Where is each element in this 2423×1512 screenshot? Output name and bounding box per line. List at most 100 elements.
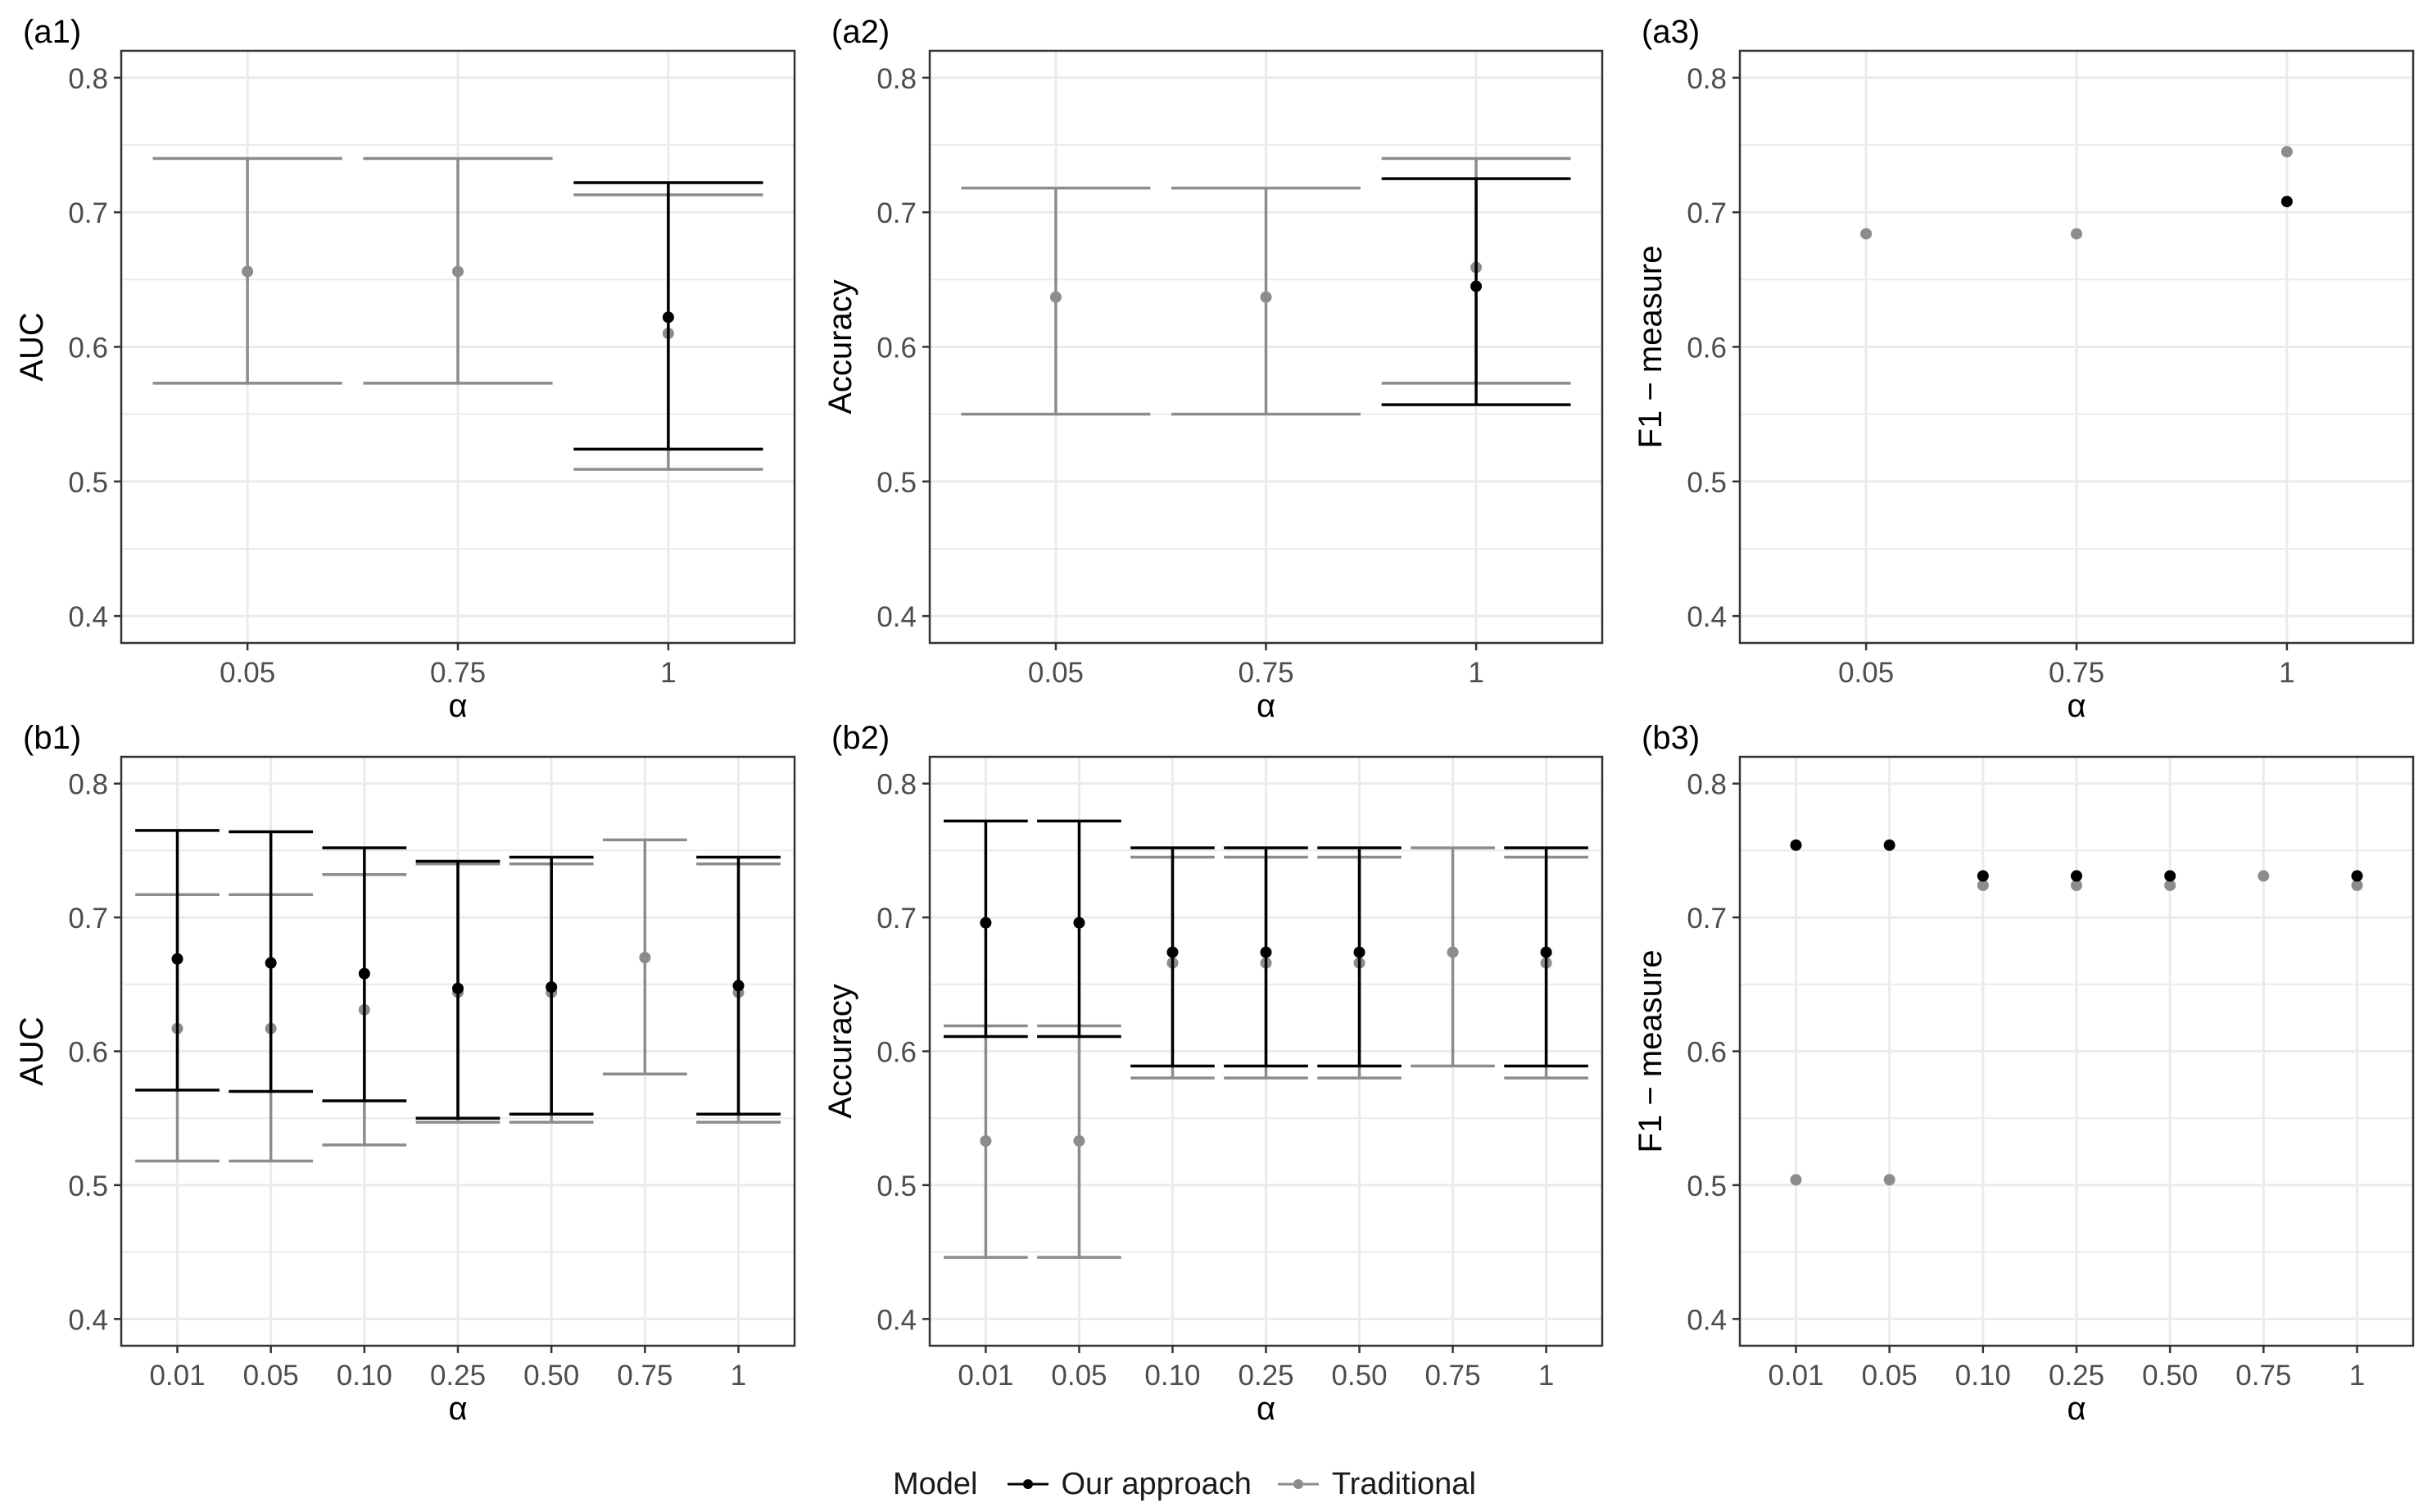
y-tick-label: 0.6 — [1687, 1037, 1727, 1069]
legend-label-traditional: Traditional — [1331, 1466, 1476, 1501]
x-tick-label: 0.01 — [958, 1360, 1013, 1392]
panel-a1: 0.4 0.5 0.6 0.7 0.8 0.05 0.75 1 α AUC (a1) — [14, 14, 796, 724]
x-tick-label: 0.05 — [1051, 1360, 1107, 1392]
y-tick-label: 0.8 — [1687, 769, 1727, 801]
x-tick-label: 0.50 — [523, 1360, 579, 1392]
y-axis-title: F1 − measure — [1633, 246, 1669, 449]
x-tick-label: 0.75 — [2235, 1360, 2291, 1392]
panel-a2: 0.4 0.5 0.6 0.7 0.8 0.05 0.75 1 α Accuracy (a2) — [822, 14, 1604, 724]
x-axis-title: α — [2067, 1391, 2086, 1427]
point-traditional — [242, 265, 254, 278]
x-axis-title: α — [2067, 688, 2086, 724]
point-our-approach — [452, 982, 464, 994]
x-tick-label: 0.25 — [2049, 1360, 2104, 1392]
y-tick-label: 0.5 — [68, 1170, 108, 1202]
legend-item-our-approach: Our approach — [1006, 1467, 1252, 1502]
point-traditional — [1260, 291, 1272, 303]
x-tick-label: 0.25 — [430, 1360, 486, 1392]
point-our-approach — [1470, 280, 1483, 292]
point-traditional — [1049, 291, 1062, 303]
y-axis-title: AUC — [14, 312, 50, 381]
x-tick-label: 0.05 — [220, 657, 275, 689]
x-tick-label: 0.25 — [1238, 1360, 1293, 1392]
x-tick-label: 1 — [1538, 1360, 1554, 1392]
point-traditional — [2071, 879, 2082, 891]
y-axis-title: AUC — [14, 1016, 50, 1085]
y-tick-label: 0.7 — [1687, 197, 1727, 229]
point-our-approach — [1790, 839, 1802, 851]
y-tick-label: 0.4 — [876, 601, 917, 633]
panel-a3: 0.4 0.5 0.6 0.7 0.8 0.05 0.75 1 α F1 − measure (a3… — [1633, 14, 2415, 724]
y-tick-label: 0.6 — [876, 1037, 917, 1069]
y-tick-label: 0.4 — [876, 1304, 917, 1336]
panel-tag: (a2) — [831, 14, 890, 50]
point-traditional — [980, 1134, 992, 1147]
point-traditional — [2258, 870, 2270, 882]
x-tick-label: 0.75 — [430, 657, 486, 689]
x-tick-label: 0.05 — [1838, 657, 1894, 689]
x-tick-label: 0.50 — [1331, 1360, 1387, 1392]
panel-tag: (b2) — [831, 720, 890, 756]
x-tick-label: 1 — [1468, 657, 1483, 689]
x-tick-label: 0.01 — [1768, 1360, 1823, 1392]
y-tick-label: 0.4 — [1687, 601, 1727, 633]
y-tick-label: 0.4 — [1687, 1304, 1727, 1336]
y-tick-label: 0.7 — [876, 903, 917, 935]
x-tick-label: 0.05 — [1862, 1360, 1918, 1392]
point-our-approach — [2164, 870, 2176, 882]
y-tick-label: 0.5 — [1687, 467, 1727, 499]
point-our-approach — [1977, 870, 1989, 882]
panel-b1: 0.4 0.5 0.6 0.7 0.8 0.01 0.05 0.10 0.25 0.50 0.75 1… — [14, 720, 796, 1427]
point-traditional — [1977, 879, 1989, 891]
x-tick-label: 0.10 — [337, 1360, 392, 1392]
y-tick-label: 0.5 — [1687, 1170, 1727, 1202]
y-tick-label: 0.7 — [68, 197, 108, 229]
point-our-approach — [2351, 870, 2363, 882]
x-tick-label: 0.01 — [149, 1360, 205, 1392]
x-tick-label: 0.75 — [2049, 657, 2104, 689]
point-our-approach — [2280, 196, 2293, 208]
y-axis-title: F1 − measure — [1633, 950, 1669, 1153]
point-our-approach — [358, 967, 370, 980]
point-our-approach — [1883, 839, 1895, 851]
y-tick-label: 0.8 — [876, 769, 917, 801]
point-traditional — [2164, 879, 2176, 891]
panel-tag: (a3) — [1642, 14, 1700, 50]
x-axis-title: α — [448, 688, 467, 724]
legend-key-our-approach — [1007, 1479, 1048, 1489]
y-tick-label: 0.8 — [68, 63, 108, 95]
point-traditional — [1883, 1174, 1895, 1186]
point-traditional — [2280, 146, 2293, 158]
legend-item-traditional: Traditional — [1276, 1467, 1476, 1502]
y-tick-label: 0.6 — [876, 333, 917, 364]
x-tick-label: 0.10 — [1144, 1360, 1200, 1392]
point-traditional — [1447, 946, 1459, 958]
point-traditional — [1073, 1134, 1085, 1147]
point-our-approach — [265, 957, 277, 969]
y-tick-label: 0.8 — [876, 63, 917, 95]
legend-key-traditional — [1277, 1479, 1319, 1489]
point-traditional — [2071, 228, 2082, 240]
x-tick-label: 1 — [2349, 1360, 2365, 1392]
panel-b2: 0.4 0.5 0.6 0.7 0.8 0.01 0.05 0.10 0.25 0.50 0.75 1… — [822, 720, 1604, 1427]
point-our-approach — [1260, 946, 1272, 958]
y-tick-label: 0.5 — [68, 467, 108, 499]
x-tick-label: 0.75 — [1238, 657, 1293, 689]
panel-tag: (a1) — [23, 14, 81, 50]
point-our-approach — [171, 953, 183, 965]
y-tick-label: 0.6 — [1687, 333, 1727, 364]
y-tick-label: 0.4 — [68, 1304, 108, 1336]
x-tick-label: 0.05 — [1028, 657, 1084, 689]
point-our-approach — [2071, 870, 2082, 882]
legend-label-our-approach: Our approach — [1061, 1466, 1252, 1501]
y-tick-label: 0.7 — [1687, 903, 1727, 935]
point-traditional — [639, 952, 651, 964]
point-traditional — [452, 265, 464, 278]
y-tick-label: 0.8 — [1687, 63, 1727, 95]
y-tick-label: 0.4 — [68, 601, 108, 633]
y-tick-label: 0.6 — [68, 1037, 108, 1069]
x-tick-label: 0.75 — [617, 1360, 673, 1392]
point-our-approach — [1353, 946, 1365, 958]
point-traditional — [2351, 879, 2363, 891]
x-tick-label: 0.05 — [243, 1360, 299, 1392]
